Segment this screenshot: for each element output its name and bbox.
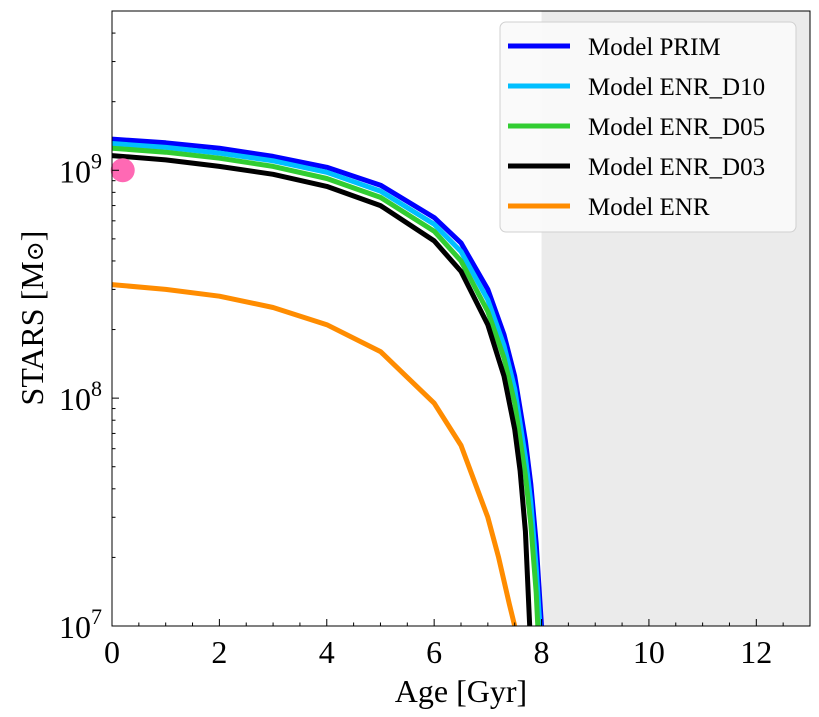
series-layer [111, 136, 544, 627]
x-tick-label: 4 [319, 634, 335, 670]
series-line-3 [111, 153, 533, 627]
y-tick-label: 108 [59, 376, 102, 417]
x-tick-label: 2 [211, 634, 227, 670]
y-tick-label: 107 [59, 604, 102, 645]
x-tick-label: 12 [740, 634, 772, 670]
legend-label-0: Model PRIM [588, 34, 721, 61]
x-axis: 0 2 4 6 8 10 12 [104, 619, 811, 670]
legend-label-3: Model ENR_D03 [588, 154, 765, 181]
legend-label-4: Model ENR [588, 194, 710, 221]
series-line-4 [111, 282, 518, 627]
series-line-2 [111, 145, 541, 627]
x-tick-label: 10 [633, 634, 665, 670]
y-axis: 107 108 109 [59, 10, 119, 645]
x-axis-title: Age [Gyr] [395, 673, 527, 709]
series-line-0 [111, 136, 544, 627]
y-tick-label: 109 [59, 148, 102, 189]
series-line-1 [111, 141, 543, 627]
x-tick-label: 0 [104, 634, 120, 670]
legend-label-2: Model ENR_D05 [588, 114, 765, 141]
legend-box [499, 21, 797, 233]
legend-label-1: Model ENR_D10 [588, 74, 765, 101]
x-tick-label: 6 [426, 634, 442, 670]
y-axis-title: STARS [M⊙] [14, 231, 50, 406]
legend: Model PRIM Model ENR_D10 Model ENR_D05 Mode… [499, 21, 797, 233]
observation-marker [110, 158, 135, 183]
x-tick-label: 8 [534, 634, 550, 670]
